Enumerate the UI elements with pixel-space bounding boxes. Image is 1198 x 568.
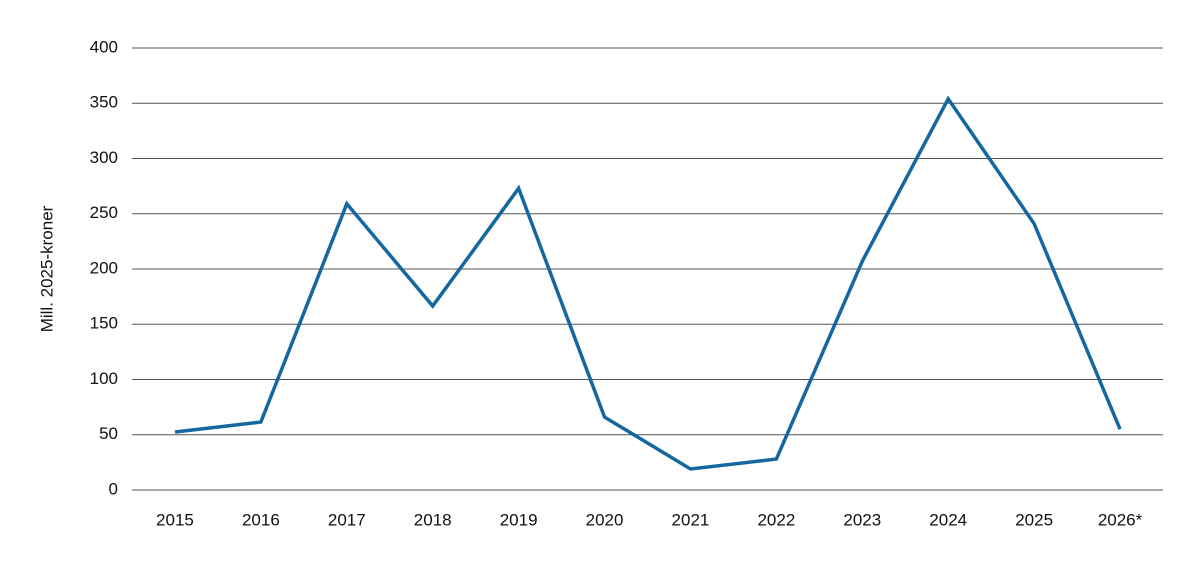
y-axis-label: Mill. 2025-kroner — [37, 205, 56, 332]
x-tick-label: 2020 — [586, 510, 624, 529]
x-tick-label: 2017 — [328, 510, 366, 529]
x-tick-label: 2025 — [1015, 510, 1053, 529]
x-tick-label: 2022 — [757, 510, 795, 529]
y-tick-label: 0 — [109, 479, 118, 498]
y-tick-label: 400 — [90, 37, 118, 56]
x-tick-label: 2023 — [843, 510, 881, 529]
x-tick-label: 2015 — [156, 510, 194, 529]
y-tick-label: 200 — [90, 258, 118, 277]
x-tick-label: 2026* — [1098, 510, 1143, 529]
y-tick-label: 300 — [90, 148, 118, 167]
x-tick-label: 2021 — [672, 510, 710, 529]
y-tick-label: 150 — [90, 314, 118, 333]
x-tick-label: 2018 — [414, 510, 452, 529]
y-tick-label: 100 — [90, 369, 118, 388]
y-tick-label: 250 — [90, 203, 118, 222]
x-tick-label: 2024 — [929, 510, 967, 529]
line-series — [174, 95, 1122, 471]
x-tick-label: 2019 — [500, 510, 538, 529]
y-tick-label: 50 — [99, 424, 118, 443]
y-tick-label: 350 — [90, 93, 118, 112]
x-tick-label: 2016 — [242, 510, 280, 529]
